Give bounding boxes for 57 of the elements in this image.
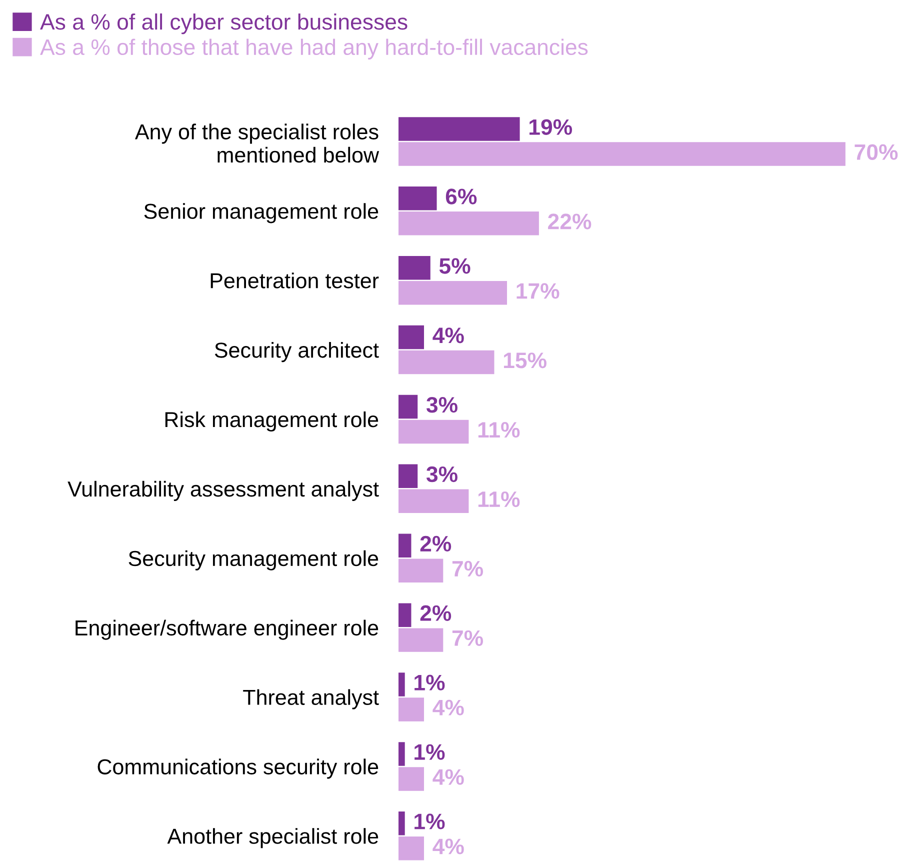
bar (398, 603, 412, 627)
legend-label: As a % of all cyber sector businesses (40, 13, 408, 34)
y-tick-label: Security architect (214, 342, 379, 362)
data-label: 4% (432, 769, 464, 785)
data-label: 11% (478, 422, 520, 438)
data-label: 70% (854, 144, 898, 160)
bar (398, 142, 846, 166)
bar (398, 558, 444, 582)
data-label: 1% (414, 744, 445, 760)
data-label: 7% (452, 560, 484, 577)
data-label: 4% (432, 700, 464, 716)
bar (398, 812, 405, 836)
data-label: 1% (414, 674, 445, 690)
bar (398, 280, 508, 305)
bar (398, 256, 430, 280)
y-tick-label: Risk management role (165, 411, 378, 432)
bar (398, 836, 424, 860)
y-tick-label: Penetration tester (210, 272, 379, 288)
bar (398, 698, 424, 722)
y-tick-label: Threat analyst (243, 689, 379, 710)
data-label: 22% (548, 214, 592, 230)
bar (398, 742, 405, 766)
bar (398, 394, 418, 419)
y-tick-label: Communications security role (98, 758, 378, 779)
data-label: 2% (420, 605, 452, 621)
bar (398, 672, 405, 696)
bar (398, 628, 444, 652)
bar (398, 767, 424, 791)
data-label: 3% (426, 396, 458, 413)
data-label: 15% (504, 352, 546, 368)
bar (398, 325, 424, 350)
bar (398, 489, 469, 514)
bar (398, 117, 520, 141)
data-label: 1% (414, 814, 445, 830)
data-label: 5% (439, 258, 470, 274)
bar (398, 212, 539, 236)
legend-label: As a % of those that have had any hard-to-fill vacancies (40, 38, 588, 60)
bar (398, 534, 412, 558)
data-label: 11% (478, 491, 520, 508)
y-tick-label: Security management role (128, 550, 378, 570)
data-label: 6% (446, 188, 477, 204)
data-label: 7% (452, 630, 484, 646)
data-label: 3% (426, 466, 458, 482)
data-label: 17% (516, 283, 560, 299)
bar (398, 464, 418, 488)
bar (398, 420, 469, 444)
data-label: 2% (420, 536, 452, 552)
y-tick-label: Any of the specialist roles mentioned below (134, 124, 380, 163)
y-tick-label: Senior management role (144, 203, 378, 224)
bar (398, 350, 494, 374)
data-label: 4% (432, 328, 464, 344)
data-label: 4% (432, 838, 464, 854)
data-label: 19% (530, 119, 572, 135)
bar (398, 186, 437, 210)
y-tick-label: Vulnerability assessment analyst (68, 480, 379, 501)
y-tick-label: Another specialist role (167, 828, 378, 848)
y-tick-label: Engineer/software engineer role (76, 620, 378, 640)
